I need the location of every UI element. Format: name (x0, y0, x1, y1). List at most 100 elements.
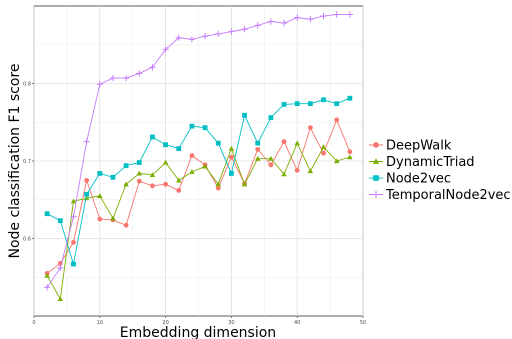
temporalnode2vec-point (215, 30, 222, 38)
temporalnode2vec-point (188, 36, 196, 43)
legend-key-marker (372, 190, 380, 199)
temporalnode2vec-point (201, 33, 209, 40)
node2vec-point (163, 142, 168, 148)
series-node2vec (44, 95, 353, 267)
y-tick-label: 0.8 (23, 81, 31, 87)
deepwalk-point (150, 183, 155, 189)
dynamictriad-point (189, 169, 195, 174)
temporalnode2vec-point (83, 138, 90, 145)
node2vec-point (84, 191, 90, 197)
temporalnode2vec-point (175, 34, 182, 41)
temporalnode2vec-point (136, 70, 143, 77)
dynamictriad-point (136, 170, 143, 176)
legend-label: TemporalNode2vec (385, 188, 511, 203)
legend-key-marker (373, 142, 379, 148)
node2vec-point (215, 140, 221, 146)
temporalnode2vec-point (267, 18, 274, 25)
temporalnode2vec-point (346, 11, 353, 18)
node2vec-point (202, 125, 208, 131)
node2vec-point (294, 101, 300, 107)
node2vec-point (150, 134, 155, 140)
x-tick-label: 0 (32, 320, 35, 326)
dynamictriad-point (268, 155, 274, 161)
legend-label: DynamicTriad (386, 155, 475, 170)
deepwalk-point (321, 150, 326, 156)
temporalnode2vec-point (96, 81, 103, 88)
dynamictriad-point (57, 296, 64, 302)
dynamictriad-point (320, 144, 327, 150)
deepwalk-point (123, 222, 129, 228)
temporalnode2vec-point (280, 19, 288, 27)
dynamictriad-point (110, 215, 116, 221)
y-tick-label: 0.7 (23, 159, 31, 165)
node2vec-point (307, 101, 313, 107)
dynamictriad-point (97, 193, 103, 198)
dynamictriad-point (123, 181, 129, 187)
deepwalk-point (255, 146, 261, 152)
deepwalk-point (163, 181, 169, 187)
deepwalk-point (97, 216, 103, 222)
x-tick-label: 10 (97, 320, 103, 326)
temporalnode2vec-point (149, 64, 156, 71)
dynamictriad-point (347, 154, 353, 160)
x-axis-title: Embedding dimension (120, 325, 276, 339)
node2vec-point (334, 101, 340, 107)
legend-label: Node2vec (386, 172, 451, 187)
axis-ticks: 0 10 20 30 40 50 0.6 0.7 0.8 (23, 81, 366, 326)
dynamictriad-point (281, 171, 287, 177)
dynamictriad-line (46, 142, 350, 301)
temporalnode2vec-point (333, 11, 340, 18)
node2vec-point (123, 163, 129, 169)
node2vec-point (97, 171, 103, 176)
deepwalk-point (294, 167, 300, 173)
x-tick-label: 50 (360, 320, 366, 326)
temporalnode2vec-point (70, 213, 77, 220)
deepwalk-point (215, 185, 221, 191)
dynamictriad-point (202, 163, 208, 169)
dynamictriad-point (70, 198, 77, 204)
deepwalk-point (71, 239, 76, 245)
y-axis-title: Node classification F1 score (7, 63, 23, 258)
dynamictriad-point (307, 168, 314, 174)
deepwalk-point (281, 139, 287, 145)
deepwalk-point (84, 177, 90, 183)
legend-item-node2vec: Node2vec (369, 172, 451, 187)
legend-label: DeepWalk (386, 139, 452, 154)
legend-item-temporalnode2vec: TemporalNode2vec (369, 188, 511, 203)
temporalnode2vec-point (44, 284, 51, 291)
deepwalk-point (268, 162, 274, 168)
temporalnode2vec-point (109, 74, 117, 82)
node2vec-point (229, 171, 234, 176)
series (44, 11, 353, 302)
dynamictriad-point (254, 155, 261, 161)
temporalnode2vec-point (241, 26, 248, 33)
temporalnode2vec-point (294, 14, 301, 21)
legend-key-marker (373, 175, 379, 181)
deepwalk-point (189, 153, 195, 158)
dynamictriad-point (176, 177, 182, 183)
node2vec-point (176, 146, 182, 151)
temporalnode2vec-point (57, 264, 64, 272)
temporalnode2vec-point (228, 28, 235, 35)
dynamictriad-point (44, 272, 50, 278)
deepwalk-point (334, 117, 340, 123)
dynamictriad-point (215, 181, 221, 187)
node2vec-point (242, 112, 247, 118)
series-dynamictriad (44, 140, 353, 302)
legend-key-marker (372, 158, 380, 164)
x-tick-label: 20 (162, 320, 168, 326)
node2vec-point (71, 261, 76, 267)
node2vec-point (347, 95, 353, 101)
deepwalk-point (347, 149, 353, 155)
dynamictriad-point (162, 159, 169, 165)
node2vec-point (136, 160, 142, 165)
series-temporalnode2vec (44, 11, 353, 291)
x-tick-label: 30 (228, 320, 234, 326)
node2vec-point (255, 140, 261, 146)
temporalnode2vec-point (320, 12, 327, 20)
node2vec-point (44, 211, 50, 217)
deepwalk-point (176, 188, 182, 193)
legend-item-dynamictriad: DynamicTriad (369, 155, 475, 170)
node2vec-point (189, 123, 195, 129)
